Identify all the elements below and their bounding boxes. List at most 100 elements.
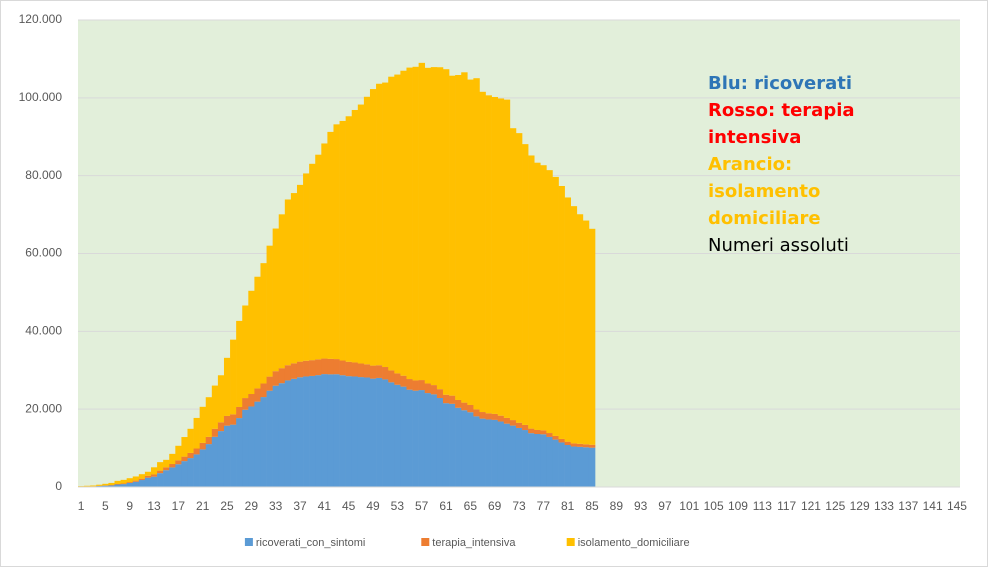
legend-swatch xyxy=(421,538,430,546)
bar-segment xyxy=(534,429,541,435)
bar-segment xyxy=(272,371,280,386)
annotation: Numeri assoluti xyxy=(708,235,849,256)
bar-segment xyxy=(126,482,134,483)
bar-segment xyxy=(388,382,395,487)
x-tick-label: 105 xyxy=(704,499,724,513)
bar-segment xyxy=(351,362,359,377)
bar-segment xyxy=(461,402,468,411)
bar-segment xyxy=(509,425,517,487)
bar-segment xyxy=(223,357,231,416)
bar-segment xyxy=(485,419,492,487)
bar-segment xyxy=(321,374,328,487)
x-tick-label: 93 xyxy=(634,499,648,513)
y-tick-label: 0 xyxy=(55,479,62,493)
bar-segment xyxy=(284,199,292,366)
bar-segment xyxy=(132,476,140,481)
bar-segment xyxy=(175,460,182,465)
bar-segment xyxy=(558,185,565,439)
bar-segment xyxy=(217,422,225,432)
bar-segment xyxy=(467,79,474,405)
bar-segment xyxy=(528,428,535,434)
bar-segment xyxy=(540,165,547,431)
bar-segment xyxy=(351,109,359,363)
bar-segment xyxy=(126,482,134,487)
bar-segment xyxy=(169,453,176,464)
bar-segment xyxy=(303,173,310,361)
bar-segment xyxy=(576,214,584,444)
bar-segment xyxy=(120,479,127,484)
bar-segment xyxy=(205,444,213,487)
bar-segment xyxy=(534,434,541,487)
bar-segment xyxy=(582,444,590,448)
bar-segment xyxy=(90,485,97,487)
bar-segment xyxy=(144,477,152,487)
bar-segment xyxy=(205,397,213,437)
bar-segment xyxy=(102,483,109,486)
bar-segment xyxy=(406,67,413,380)
x-tick-label: 21 xyxy=(196,499,210,513)
bar-segment xyxy=(576,446,584,487)
bar-segment xyxy=(400,386,407,487)
bar-segment xyxy=(327,358,334,375)
bar-segment xyxy=(296,184,304,362)
bar-segment xyxy=(114,484,121,487)
bar-segment xyxy=(223,415,231,426)
bar-segment xyxy=(509,420,517,426)
bar-segment xyxy=(296,361,304,378)
bar-segment xyxy=(120,483,127,485)
legend-label: terapia_intensiva xyxy=(432,537,516,549)
x-tick-label: 121 xyxy=(801,499,821,513)
bar-segment xyxy=(418,380,426,391)
bar-segment xyxy=(582,220,590,445)
bar-segment xyxy=(260,383,267,398)
legend-swatch xyxy=(566,538,575,546)
bar-segment xyxy=(369,378,377,487)
x-tick-label: 9 xyxy=(126,499,133,513)
bar-segment xyxy=(430,67,438,386)
bar-segment xyxy=(436,397,444,487)
x-tick-label: 65 xyxy=(464,499,478,513)
bar-segment xyxy=(509,128,517,421)
bar-segment xyxy=(558,442,565,487)
bar-segment xyxy=(199,442,207,450)
bar-segment xyxy=(333,124,340,360)
bar-segment xyxy=(248,406,255,487)
bar-segment xyxy=(424,383,432,394)
bar-segment xyxy=(515,427,523,487)
bar-segment xyxy=(290,193,298,364)
x-tick-label: 113 xyxy=(753,499,772,513)
bar-segment xyxy=(157,462,164,471)
bar-segment xyxy=(205,436,213,445)
bar-segment xyxy=(138,478,146,481)
bar-segment xyxy=(211,436,219,487)
bar-segment xyxy=(491,419,499,487)
bar-segment xyxy=(424,67,432,384)
bar-segment xyxy=(394,373,401,385)
legend-swatch xyxy=(244,538,253,546)
bar-segment xyxy=(108,485,115,487)
bar-segment xyxy=(449,403,456,487)
x-tick-label: 53 xyxy=(391,499,405,513)
x-tick-label: 17 xyxy=(172,499,186,513)
bar-segment xyxy=(199,406,207,443)
x-tick-label: 33 xyxy=(269,499,283,513)
bar-segment xyxy=(157,470,164,474)
bar-segment xyxy=(363,364,371,378)
bar-segment xyxy=(455,75,462,400)
bar-segment xyxy=(570,446,578,487)
bar-segment xyxy=(558,438,565,443)
bar-segment xyxy=(132,481,140,487)
bar-segment xyxy=(284,365,292,381)
bar-segment xyxy=(357,104,365,364)
bar-segment xyxy=(278,383,286,487)
bar-segment xyxy=(138,480,146,487)
bar-segment xyxy=(303,376,310,487)
y-tick-label: 60.000 xyxy=(25,246,62,260)
bar-segment xyxy=(412,390,419,487)
bar-segment xyxy=(309,375,316,487)
bar-segment xyxy=(503,423,511,487)
bar-segment xyxy=(108,482,115,486)
bar-segment xyxy=(424,393,432,487)
bar-segment xyxy=(546,170,553,434)
bar-segment xyxy=(540,430,547,435)
